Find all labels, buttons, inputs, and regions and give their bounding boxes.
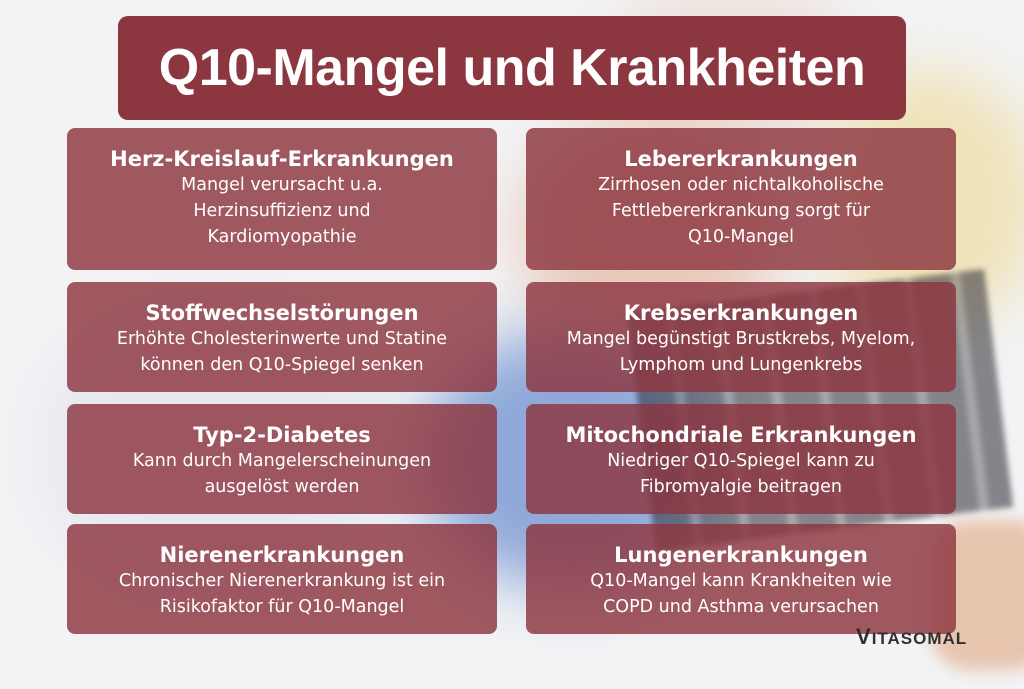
card-heading: Lebererkrankungen	[624, 147, 858, 171]
card-heading: Typ-2-Diabetes	[193, 423, 371, 447]
card-text: Kann durch Mangelerscheinungen ausgelöst…	[132, 451, 432, 497]
card-text: Zirrhosen oder nichtalkoholische Fettleb…	[598, 175, 884, 247]
title-banner: Q10-Mangel und Krankheiten	[118, 16, 906, 120]
card-niere: Nierenerkrankungen Chronischer Nierenerk…	[67, 524, 497, 634]
card-text: Chronischer Nierenerkrankung ist ein Ris…	[118, 571, 446, 617]
card-stoffwechsel: Stoffwechselstörungen Erhöhte Cholesteri…	[67, 282, 497, 392]
card-text: Mangel begünstigt Brustkrebs, Myelom, Ly…	[566, 329, 916, 375]
card-text: Erhöhte Cholesterinwerte und Statine kön…	[116, 329, 448, 375]
card-mitochondrial: Mitochondriale Erkrankungen Niedriger Q1…	[526, 404, 956, 514]
card-diabetes: Typ-2-Diabetes Kann durch Mangelerschein…	[67, 404, 497, 514]
card-text: Mangel verursacht u.a. Herzinsuffizienz …	[181, 175, 383, 247]
card-krebs: Krebserkrankungen Mangel begünstigt Brus…	[526, 282, 956, 392]
card-heading: Stoffwechselstörungen	[145, 301, 419, 325]
card-herz-kreislauf: Herz-Kreislauf-Erkrankungen Mangel verur…	[67, 128, 497, 270]
page-title: Q10-Mangel und Krankheiten	[158, 39, 866, 97]
card-heading: Lungenerkrankungen	[614, 543, 868, 567]
card-lunge: Lungenerkrankungen Q10-Mangel kann Krank…	[526, 524, 956, 634]
card-heading: Herz-Kreislauf-Erkrankungen	[110, 147, 454, 171]
vitasomal-logo: VITASOMAL	[856, 624, 968, 649]
card-heading: Krebserkrankungen	[623, 301, 859, 325]
card-heading: Mitochondriale Erkrankungen	[565, 423, 917, 447]
card-leber: Lebererkrankungen Zirrhosen oder nichtal…	[526, 128, 956, 270]
card-text: Q10-Mangel kann Krankheiten wie COPD und…	[590, 571, 892, 617]
card-text: Niedriger Q10-Spiegel kann zu Fibromyalg…	[607, 451, 875, 497]
card-heading: Nierenerkrankungen	[159, 543, 405, 567]
